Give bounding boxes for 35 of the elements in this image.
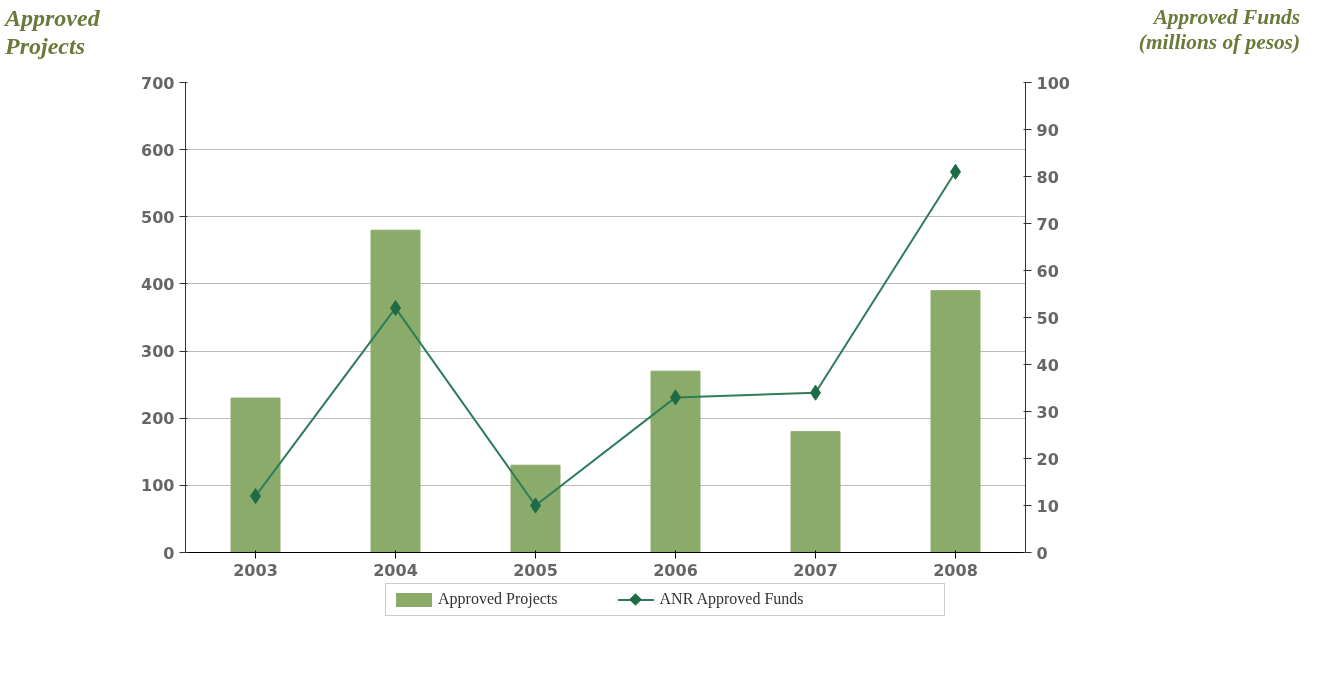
y-tick-label: 500 (141, 207, 175, 227)
x-tick-label: 2008 (933, 560, 978, 580)
x-tick-label: 2005 (513, 560, 558, 580)
y2-tick-label: 70 (1036, 214, 1059, 234)
legend-label: Approved Projects (437, 590, 558, 607)
y2-tick-label: 50 (1036, 308, 1059, 328)
y-tick-label: 700 (141, 73, 175, 93)
y-tick-label: 100 (141, 476, 175, 496)
x-tick-label: 2007 (793, 560, 838, 580)
x-tick-label: 2006 (653, 560, 698, 580)
y2-tick-label: 0 (1036, 543, 1048, 563)
y-axis-title: Approved Projects (5, 5, 100, 61)
x-tick-label: 2004 (373, 560, 418, 580)
bar (510, 464, 561, 553)
y2-tick-label: 10 (1036, 496, 1059, 516)
y-tick-label: 0 (163, 543, 175, 563)
y2-tick-label: 40 (1036, 355, 1059, 375)
legend-label: ANR Approved Funds (658, 590, 804, 607)
bar (650, 370, 701, 553)
y-tick-label: 300 (141, 342, 175, 362)
bar (790, 431, 841, 553)
y-tick-label: 400 (141, 274, 175, 294)
bar (370, 229, 421, 553)
y2-tick-label: 100 (1036, 73, 1070, 93)
x-tick-label: 2003 (233, 560, 278, 580)
y2-tick-label: 30 (1036, 402, 1059, 422)
y2-tick-label: 90 (1036, 120, 1059, 140)
y2-tick-label: 60 (1036, 261, 1059, 281)
y-tick-label: 200 (141, 409, 175, 429)
y-tick-label: 600 (141, 140, 175, 160)
y2-tick-label: 20 (1036, 449, 1059, 469)
y2-tick-label: 80 (1036, 167, 1059, 187)
y2-axis-title: Approved Funds (millions of pesos) (1138, 5, 1300, 55)
bar (230, 397, 281, 553)
bar (930, 290, 981, 553)
